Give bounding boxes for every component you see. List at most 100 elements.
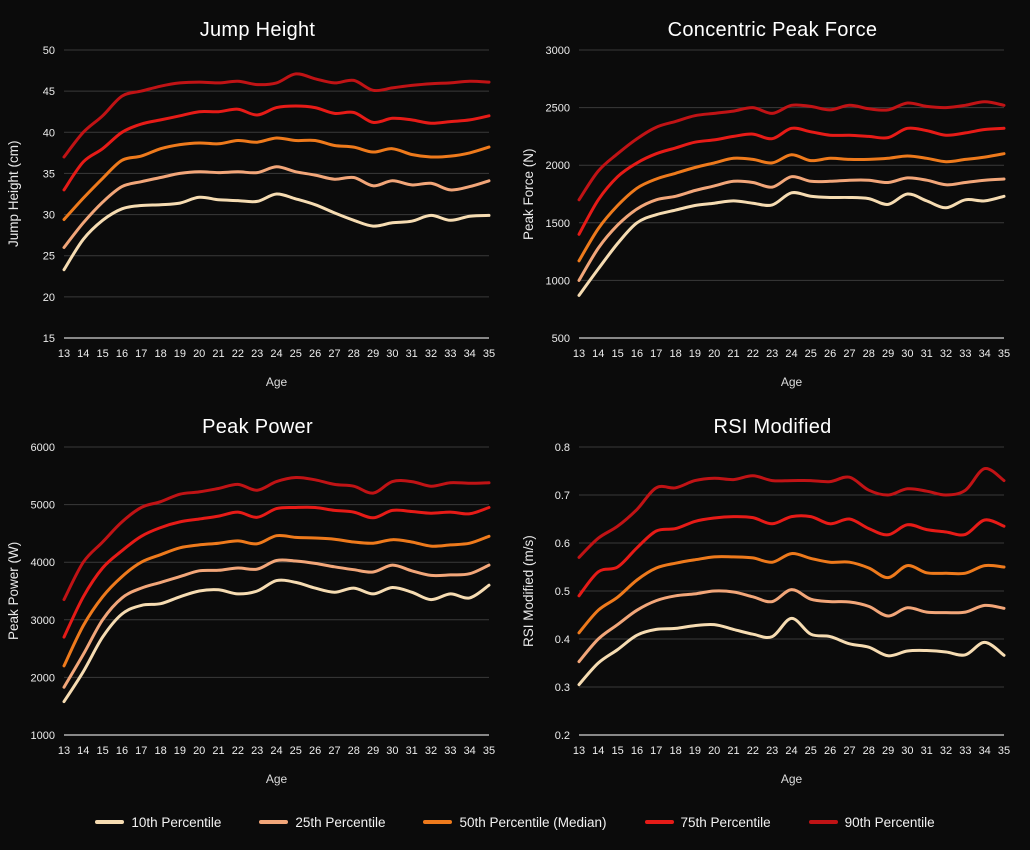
svg-text:13: 13	[58, 348, 70, 360]
legend: 10th Percentile 25th Percentile 50th Per…	[0, 794, 1030, 850]
svg-text:16: 16	[631, 348, 643, 360]
svg-text:18: 18	[669, 745, 681, 757]
svg-text:15: 15	[96, 348, 108, 360]
svg-text:24: 24	[270, 745, 282, 757]
svg-text:30: 30	[901, 348, 913, 360]
svg-text:14: 14	[592, 745, 604, 757]
svg-text:33: 33	[959, 348, 971, 360]
svg-text:28: 28	[863, 745, 875, 757]
svg-text:50: 50	[43, 45, 55, 57]
chart-jump-height: Jump Height Jump Height (cm) 15 20 25 30 35 4…	[0, 0, 515, 397]
svg-text:20: 20	[708, 745, 720, 757]
svg-text:500: 500	[552, 333, 570, 345]
svg-text:31: 31	[921, 745, 933, 757]
svg-text:15: 15	[611, 745, 623, 757]
chart-title: Peak Power	[202, 416, 313, 438]
svg-text:26: 26	[309, 348, 321, 360]
svg-text:40: 40	[43, 127, 55, 139]
plot-wrapper: Jump Height (cm) 15 20 25 30 35 40 45 50 13 14 15 1…	[0, 42, 515, 375]
svg-text:22: 22	[747, 745, 759, 757]
chart-title: Jump Height	[199, 19, 316, 41]
legend-item-25th: 25th Percentile	[259, 815, 385, 830]
plot-wrapper: RSI Modified (m/s) 0.2 0.3 0.4 0.5 0.6 0.7 0.8…	[515, 439, 1030, 772]
svg-text:2500: 2500	[546, 103, 570, 115]
svg-text:20: 20	[708, 348, 720, 360]
svg-text:0.4: 0.4	[555, 634, 570, 646]
svg-text:29: 29	[882, 745, 894, 757]
legend-label: 90th Percentile	[844, 814, 935, 830]
svg-text:21: 21	[727, 348, 739, 360]
svg-text:29: 29	[367, 745, 379, 757]
legend-swatch-75th-icon	[644, 820, 674, 824]
svg-text:25: 25	[290, 745, 302, 757]
svg-text:1000: 1000	[31, 730, 55, 742]
svg-text:22: 22	[747, 348, 759, 360]
svg-text:32: 32	[940, 348, 952, 360]
svg-text:15: 15	[43, 333, 55, 345]
svg-text:22: 22	[232, 348, 244, 360]
svg-text:23: 23	[766, 745, 778, 757]
svg-text:3000: 3000	[546, 45, 570, 57]
svg-text:31: 31	[921, 348, 933, 360]
svg-text:30: 30	[386, 348, 398, 360]
svg-text:25: 25	[805, 348, 817, 360]
svg-text:14: 14	[592, 348, 604, 360]
svg-text:35: 35	[998, 745, 1010, 757]
legend-swatch-25th-icon	[259, 820, 289, 824]
svg-text:24: 24	[270, 348, 282, 360]
svg-text:28: 28	[863, 348, 875, 360]
svg-text:19: 19	[174, 348, 186, 360]
svg-text:21: 21	[212, 745, 224, 757]
svg-text:14: 14	[77, 348, 89, 360]
svg-text:21: 21	[212, 348, 224, 360]
svg-text:2000: 2000	[546, 160, 570, 172]
svg-text:24: 24	[785, 348, 797, 360]
svg-text:31: 31	[406, 745, 418, 757]
svg-text:33: 33	[444, 745, 456, 757]
legend-label: 25th Percentile	[295, 814, 386, 830]
svg-text:33: 33	[444, 348, 456, 360]
svg-text:35: 35	[483, 745, 495, 757]
svg-text:27: 27	[328, 348, 340, 360]
legend-label: 50th Percentile (Median)	[459, 814, 607, 830]
legend-item-90th: 90th Percentile	[808, 814, 935, 830]
svg-text:30: 30	[43, 210, 55, 222]
svg-text:17: 17	[135, 745, 147, 757]
svg-text:24: 24	[785, 745, 797, 757]
svg-text:28: 28	[348, 745, 360, 757]
svg-text:3000: 3000	[31, 615, 55, 627]
x-axis-label: Age	[265, 375, 288, 389]
plot-wrapper: Peak Power (W) 1000 2000 3000 4000 5000 6000 1…	[0, 439, 515, 772]
svg-text:29: 29	[367, 348, 379, 360]
svg-text:25: 25	[43, 251, 55, 263]
legend-label: 75th Percentile	[680, 814, 771, 830]
x-axis-label: Age	[780, 375, 803, 389]
svg-text:28: 28	[348, 348, 360, 360]
svg-text:13: 13	[573, 745, 585, 757]
svg-text:19: 19	[689, 348, 701, 360]
svg-text:0.7: 0.7	[555, 490, 570, 502]
svg-text:18: 18	[669, 348, 681, 360]
svg-text:22: 22	[232, 745, 244, 757]
svg-text:20: 20	[43, 292, 55, 304]
svg-text:33: 33	[959, 745, 971, 757]
svg-text:6000: 6000	[31, 442, 55, 454]
chart-title: RSI Modified	[713, 416, 832, 438]
svg-text:30: 30	[901, 745, 913, 757]
svg-text:19: 19	[689, 745, 701, 757]
svg-text:0.8: 0.8	[555, 442, 570, 454]
svg-text:30: 30	[386, 745, 398, 757]
svg-text:32: 32	[425, 348, 437, 360]
svg-text:14: 14	[77, 745, 89, 757]
svg-text:20: 20	[193, 348, 205, 360]
svg-text:2000: 2000	[31, 672, 55, 684]
svg-text:18: 18	[154, 745, 166, 757]
x-axis-label: Age	[780, 772, 803, 786]
svg-text:17: 17	[650, 745, 662, 757]
svg-text:32: 32	[425, 745, 437, 757]
svg-text:0.2: 0.2	[555, 730, 570, 742]
svg-text:0.5: 0.5	[555, 586, 570, 598]
plot-area: 1000 2000 3000 4000 5000 6000 13 14 15 16 17 18 19 20…	[31, 442, 496, 757]
chart-title: Concentric Peak Force	[667, 19, 878, 41]
